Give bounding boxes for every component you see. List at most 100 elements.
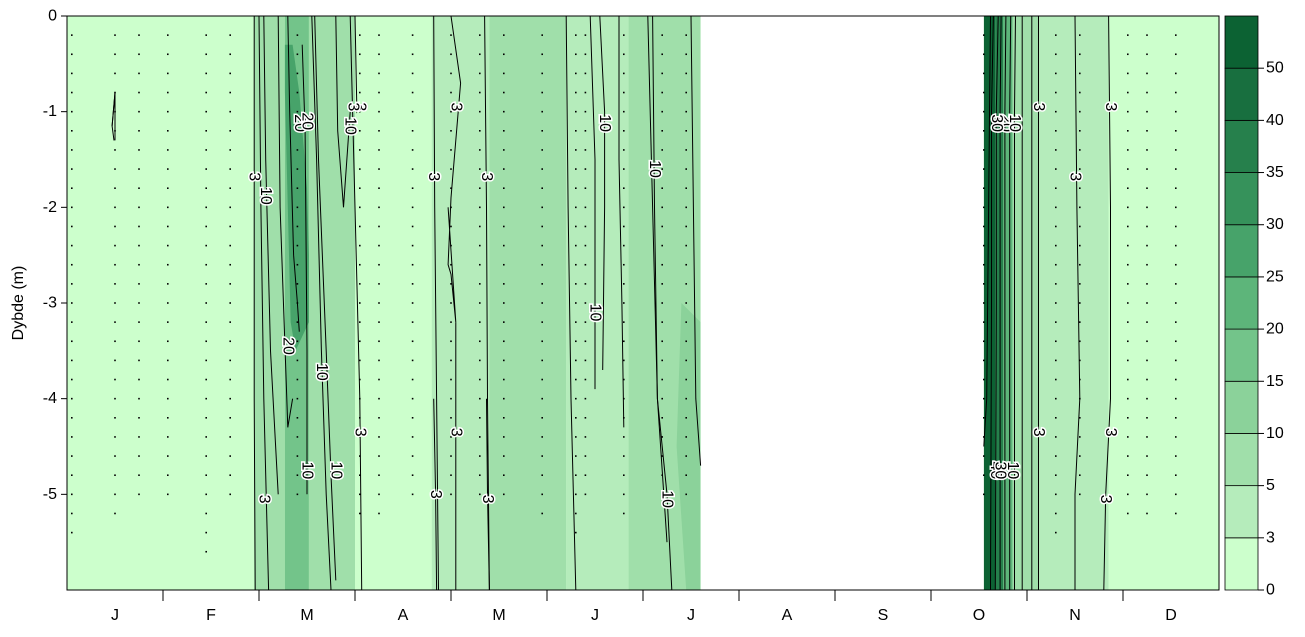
sample-point: [479, 206, 481, 209]
sample-point: [1127, 263, 1129, 266]
colorbar-box-1: [1224, 485, 1259, 539]
sample-point: [1055, 206, 1057, 209]
sample-point: [138, 225, 140, 228]
sample-point: [359, 512, 361, 515]
sample-point: [661, 417, 663, 419]
sample-point: [205, 417, 207, 419]
sample-point: [229, 110, 231, 113]
sample-point: [503, 187, 505, 189]
sample-point: [661, 225, 663, 228]
sample-point: [685, 321, 687, 323]
sample-point: [71, 263, 73, 266]
sample-point: [541, 378, 543, 381]
sample-point: [1146, 378, 1148, 381]
sample-point: [378, 359, 380, 362]
sample-point: [584, 302, 587, 304]
sample-point: [114, 244, 116, 247]
contour-label-6: 20: [291, 114, 308, 132]
sample-point: [229, 149, 231, 151]
sample-point: [229, 340, 231, 343]
contour-patch-1: [676, 303, 701, 590]
sample-point: [229, 263, 231, 266]
sample-point: [575, 531, 577, 534]
sample-point: [229, 493, 231, 496]
sample-point: [359, 493, 361, 496]
sample-point: [205, 378, 207, 381]
sample-point: [378, 417, 380, 419]
sample-point: [584, 72, 587, 75]
contour-label-extra-4: 20: [299, 112, 316, 130]
sample-point: [71, 110, 73, 113]
colorbar-box-5: [1224, 276, 1259, 330]
sample-point: [541, 206, 543, 209]
sample-point: [1127, 397, 1129, 400]
x-tick-label: A: [782, 607, 793, 624]
sample-point: [623, 455, 625, 457]
contour-line-7: [301, 44, 308, 495]
sample-point: [685, 168, 687, 170]
sample-point: [685, 283, 687, 285]
contour-line-layer: [111, 16, 1111, 590]
contour-label-10: 10: [342, 117, 359, 135]
sample-point: [503, 72, 505, 75]
sample-point: [983, 91, 985, 94]
contour-label-30: 20: [997, 114, 1014, 132]
sample-point: [71, 187, 73, 189]
sample-point: [479, 321, 481, 323]
sample-point: [114, 302, 116, 304]
sample-point: [479, 53, 481, 56]
sample-point: [983, 359, 985, 362]
sample-point: [661, 149, 663, 151]
contour-band-4: [355, 16, 432, 590]
contour-label-extra-6: 10: [1006, 114, 1023, 132]
contour-line-31: [1009, 16, 1012, 590]
sample-point: [584, 397, 587, 400]
sample-point: [205, 149, 207, 151]
sample-point: [1146, 359, 1148, 362]
sample-point: [584, 34, 587, 36]
sample-point: [71, 436, 73, 438]
sample-point: [983, 474, 985, 476]
sample-point: [661, 72, 663, 75]
sample-point: [623, 302, 625, 304]
sample-point: [1055, 531, 1057, 534]
sample-point: [138, 493, 140, 496]
sample-point: [71, 378, 73, 381]
contour-band-7: [566, 16, 629, 590]
sample-point: [983, 397, 985, 400]
sample-point: [450, 263, 452, 266]
sample-point: [584, 493, 587, 496]
sample-point: [685, 417, 687, 419]
sample-point: [167, 359, 169, 362]
sample-point: [575, 263, 577, 266]
sample-point: [378, 302, 380, 304]
sample-point: [1146, 72, 1148, 75]
sample-point: [1127, 436, 1129, 438]
contour-label-9: 10: [327, 462, 344, 480]
sample-point: [1146, 283, 1148, 285]
sample-point: [411, 110, 414, 113]
sample-point: [575, 225, 577, 228]
sample-point: [575, 187, 577, 189]
sample-point: [411, 321, 414, 323]
sample-point: [296, 187, 299, 189]
sample-point: [1055, 474, 1057, 476]
contour-line-8: [311, 16, 332, 590]
sample-point: [378, 474, 380, 476]
sample-point: [1127, 493, 1129, 496]
sample-point: [1079, 359, 1081, 362]
sample-point: [378, 130, 380, 132]
sample-point: [296, 359, 299, 362]
sample-point: [479, 493, 481, 496]
sample-point: [661, 130, 663, 132]
colorbar-box-10: [1224, 15, 1259, 69]
sample-point: [685, 187, 687, 189]
sample-point: [1175, 340, 1177, 343]
sample-point: [685, 225, 687, 228]
sample-point: [685, 302, 687, 304]
sample-point: [575, 34, 577, 36]
sample-point: [359, 206, 361, 209]
contour-label-23: 10: [646, 160, 663, 178]
contour-label-layer: 3310202010101010333333331010101040302010…: [244, 101, 1120, 510]
sample-point: [411, 187, 414, 189]
